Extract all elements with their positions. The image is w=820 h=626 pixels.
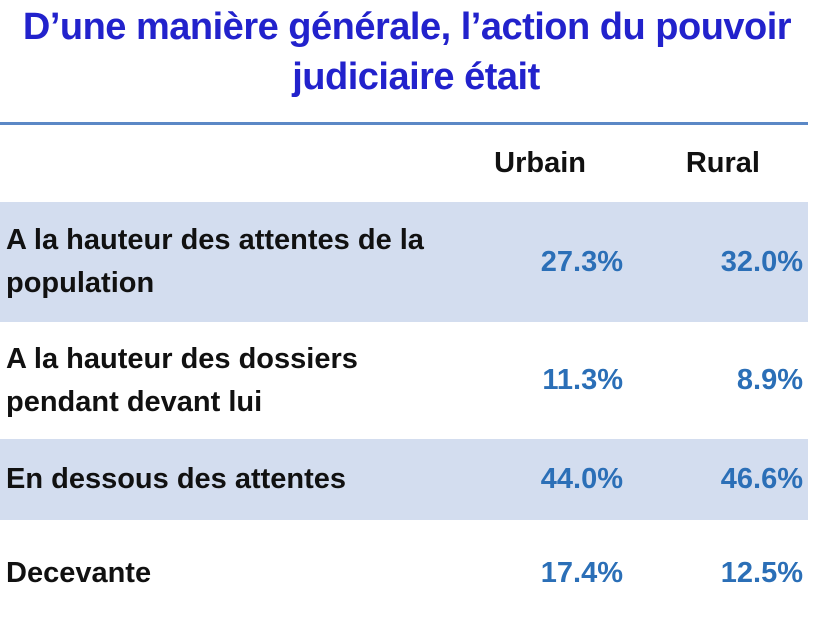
value-rural: 12.5%: [628, 520, 808, 626]
chart-title: D’une manière générale, l’action du pouv…: [0, 2, 820, 102]
column-header-urbain: Urbain: [494, 147, 586, 179]
header-rule: [0, 122, 808, 125]
header-row: Urbain Rural: [0, 125, 808, 202]
table-row: Decevante 17.4% 12.5%: [0, 520, 808, 626]
row-label: A la hauteur des dossiers pendant devant…: [0, 322, 460, 439]
data-table: Urbain Rural A la hauteur des attentes d…: [0, 125, 808, 626]
column-header-rural: Rural: [685, 147, 760, 179]
value-rural: 8.9%: [628, 322, 808, 439]
value-urbain: 17.4%: [460, 520, 628, 626]
value-rural: 32.0%: [628, 202, 808, 322]
value-rural: 46.6%: [628, 439, 808, 520]
chart-title-line-1: D’une manière générale, l’action du pouv…: [22, 6, 792, 48]
table-row: A la hauteur des attentes de la populati…: [0, 202, 808, 322]
row-label: A la hauteur des attentes de la populati…: [0, 202, 460, 322]
value-urbain: 11.3%: [460, 322, 628, 439]
table-row: En dessous des attentes 44.0% 46.6%: [0, 439, 808, 520]
table-row: A la hauteur des dossiers pendant devant…: [0, 322, 808, 439]
value-urbain: 27.3%: [460, 202, 628, 322]
row-label: En dessous des attentes: [0, 439, 460, 520]
header-empty-cell: [0, 125, 460, 202]
value-urbain: 44.0%: [460, 439, 628, 520]
chart-title-line-2: judiciaire était: [292, 56, 540, 98]
row-label: Decevante: [0, 520, 460, 626]
